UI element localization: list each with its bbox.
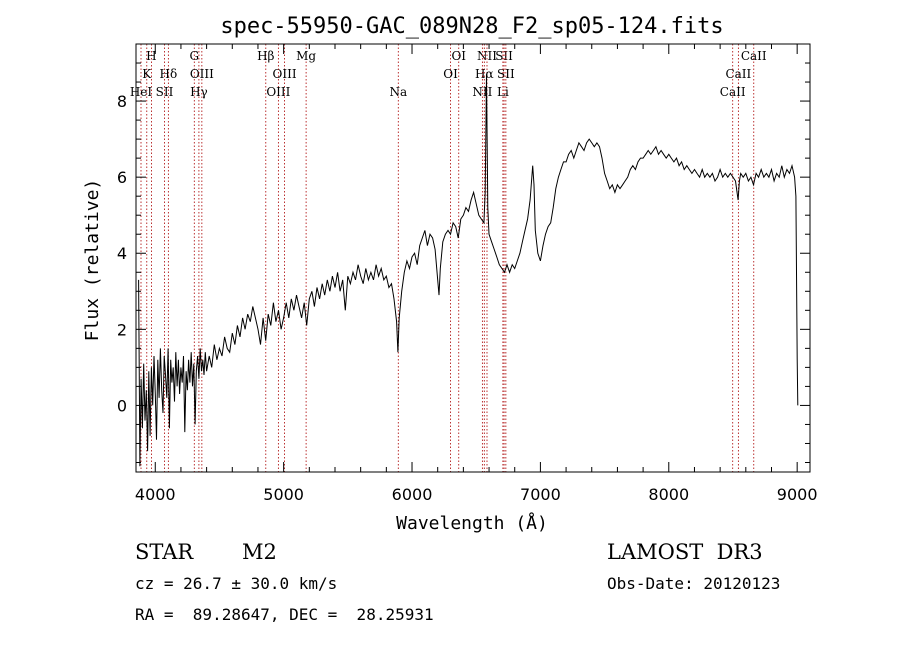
object-subclass: M2	[242, 540, 277, 564]
spectral-line-label: G	[189, 49, 199, 63]
spectral-line-label: Li	[497, 85, 509, 99]
x-tick-label: 6000	[392, 485, 433, 504]
y-axis-label: Flux (relative)	[82, 179, 103, 342]
axis-tick-labels: 4000 5000 6000 7000 8000 9000 0 2 4 6 8	[117, 92, 818, 504]
spectral-line-label: CaII	[725, 67, 751, 81]
velocity-readout: cz = 26.7 ± 30.0 km/s	[135, 574, 337, 593]
spectral-line-label: CaII	[720, 85, 746, 99]
spectral-line-label: OI	[451, 49, 466, 63]
observation-date: Obs-Date: 20120123	[607, 574, 780, 593]
x-axis-label: Wavelength (Å)	[396, 512, 548, 534]
spectral-line-label: NII	[472, 85, 492, 99]
x-tick-label: 9000	[777, 485, 818, 504]
spectral-line-markers: HKHeIHδSIIGOIIIHγHβOIIIOIIIMgNaOIOINIISI…	[130, 44, 767, 472]
x-tick-label: 7000	[520, 485, 561, 504]
spectral-line-label: Mg	[296, 49, 316, 63]
spectral-line-label: SII	[156, 85, 174, 99]
survey-name: LAMOST DR3	[607, 540, 763, 564]
axis-ticks	[136, 43, 810, 472]
spectral-line-label: Hβ	[257, 49, 274, 63]
spectral-line-label: OI	[443, 67, 458, 81]
coordinates-readout: RA = 89.28647, DEC = 28.25931	[135, 605, 434, 624]
y-tick-label: 2	[117, 320, 127, 339]
object-class: STAR	[135, 540, 194, 564]
spectral-line-label: Hγ	[190, 85, 208, 99]
spectral-line-label: OIII	[190, 67, 214, 81]
spectral-line-label: NII	[477, 49, 497, 63]
y-tick-label: 4	[117, 244, 127, 263]
chart-title: spec-55950-GAC_089N28_F2_sp05-124.fits	[220, 14, 723, 39]
y-tick-label: 6	[117, 168, 127, 187]
plot-frame	[135, 43, 811, 473]
x-tick-label: 4000	[135, 485, 176, 504]
spectral-line-label: Hα	[475, 67, 494, 81]
y-tick-label: 0	[117, 396, 127, 415]
spectral-line-label: HeI	[130, 85, 153, 99]
spectral-line-label: K	[142, 67, 152, 81]
spectral-line-label: Hδ	[160, 67, 178, 81]
spectral-line-label: SII	[495, 49, 513, 63]
spectral-line-label: OIII	[273, 67, 297, 81]
x-tick-label: 5000	[263, 485, 304, 504]
spectrum-line	[138, 74, 799, 467]
x-tick-label: 8000	[648, 485, 689, 504]
spectral-line-label: H	[146, 49, 156, 63]
y-tick-label: 8	[117, 92, 127, 111]
spectral-line-label: CaII	[741, 49, 767, 63]
spectral-line-label: Na	[389, 85, 407, 99]
spectral-line-label: OIII	[266, 85, 290, 99]
spectral-line-label: SII	[497, 67, 515, 81]
